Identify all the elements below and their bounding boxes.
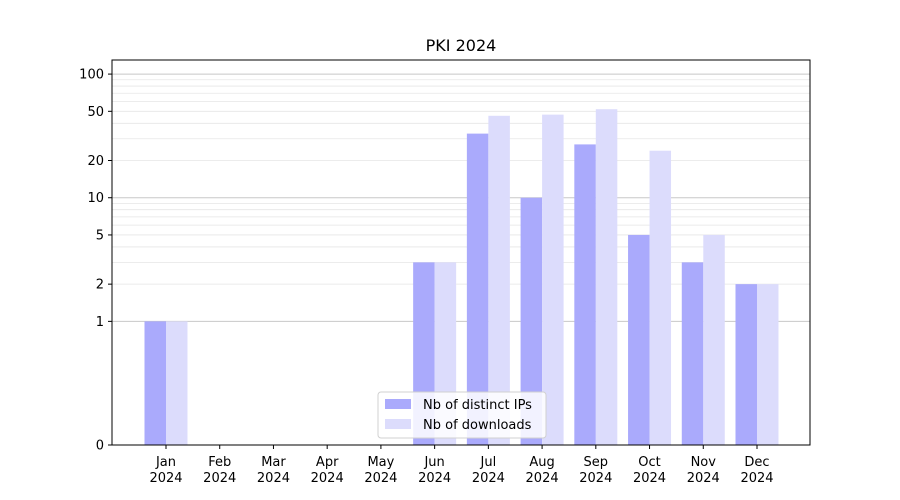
x-tick-label: May 2024 xyxy=(364,455,397,486)
bars xyxy=(144,109,779,446)
x-tick-label: Apr 2024 xyxy=(311,455,344,486)
x-axis: Jan 2024 Feb 2024 Mar 2024 Apr 2024 May 2024 Jun 20… xyxy=(149,445,774,486)
legend-label: Nb of downloads xyxy=(423,418,532,433)
legend-swatch xyxy=(385,419,411,429)
y-axis: 0 1 2 5 10 20 50 100 xyxy=(79,68,112,454)
bar-downloads xyxy=(595,109,618,445)
chart-title: PKI 2024 xyxy=(426,36,497,55)
bar-downloads xyxy=(757,284,779,445)
legend-box xyxy=(377,391,547,439)
x-tick-label: Jun 2024 xyxy=(418,455,451,486)
x-tick-label: Jan 2024 xyxy=(149,455,182,486)
bar-downloads xyxy=(488,115,510,446)
x-tick-label: Oct 2024 xyxy=(633,455,666,486)
bar-distinct-ips xyxy=(735,284,757,445)
legend-swatch xyxy=(385,399,411,409)
bar-downloads xyxy=(649,150,672,445)
y-tick-label: 10 xyxy=(87,191,104,206)
y-tick-label: 5 xyxy=(96,228,104,243)
x-tick-label: Feb 2024 xyxy=(203,455,236,486)
y-tick-label: 0 xyxy=(96,439,104,454)
bar-distinct-ips xyxy=(144,321,166,445)
bar-downloads xyxy=(703,234,725,445)
y-tick-label: 1 xyxy=(96,315,104,330)
x-tick-label: Jul 2024 xyxy=(472,455,505,486)
x-tick-label: Sep 2024 xyxy=(579,455,612,486)
y-tick-label: 50 xyxy=(87,105,104,120)
y-tick-label: 2 xyxy=(96,278,104,293)
plot-frame xyxy=(111,59,811,446)
bar-distinct-ips xyxy=(520,197,543,445)
legend-label: Nb of distinct IPs xyxy=(423,398,532,413)
x-tick-label: Mar 2024 xyxy=(257,455,290,486)
bar-downloads xyxy=(542,114,564,445)
bar-distinct-ips xyxy=(628,234,650,445)
y-tick-label: 100 xyxy=(79,68,104,83)
y-tick-label: 20 xyxy=(87,154,104,169)
bar-downloads xyxy=(166,321,188,445)
x-tick-label: Aug 2024 xyxy=(526,455,559,486)
x-tick-label: Nov 2024 xyxy=(687,455,720,486)
bar-distinct-ips xyxy=(574,144,596,445)
x-tick-label: Dec 2024 xyxy=(740,455,773,486)
legend: Nb of distinct IPs Nb of downloads xyxy=(377,391,547,439)
bar-distinct-ips xyxy=(681,262,704,445)
bar-distinct-ips xyxy=(466,133,489,445)
